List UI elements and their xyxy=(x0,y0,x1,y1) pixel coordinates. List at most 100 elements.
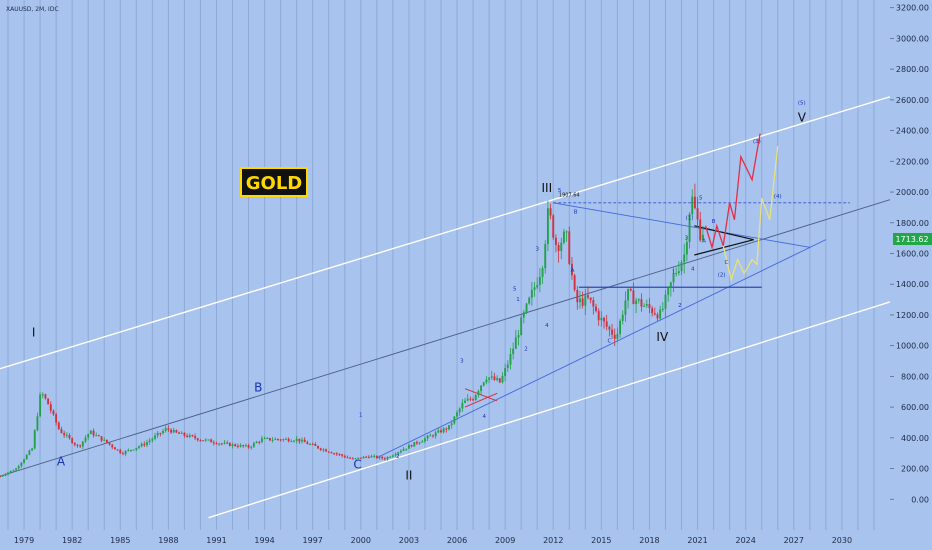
wave-label: 3 xyxy=(535,246,539,252)
wave-label: 2 xyxy=(678,303,682,309)
candle-body xyxy=(306,442,309,445)
candle-body xyxy=(696,208,699,220)
candle-body xyxy=(188,435,191,437)
candle-body xyxy=(156,432,159,436)
candle-body xyxy=(303,439,306,443)
candle-body xyxy=(533,287,536,290)
candle-body xyxy=(685,241,688,255)
candle-body xyxy=(4,474,7,476)
candle-body xyxy=(212,442,215,444)
wave-label: (5) xyxy=(798,100,806,106)
x-tick-label: 2018 xyxy=(639,536,659,545)
candle-body xyxy=(95,435,98,437)
candle-body xyxy=(311,444,314,446)
candle-body xyxy=(522,312,525,318)
candle-body xyxy=(36,416,39,431)
candle-body xyxy=(498,378,501,383)
candle-body xyxy=(701,234,704,241)
time-axis[interactable]: 1979 1982 1985 1988 1991 1994 1997 2000 2003 2006… xyxy=(0,530,932,550)
candle-body xyxy=(469,398,472,400)
candle-body xyxy=(196,438,199,441)
candle-body xyxy=(15,468,17,471)
y-tick-label: 2000.00 xyxy=(896,188,929,197)
candle-body xyxy=(691,196,694,215)
candle-body xyxy=(504,367,507,377)
candle-body xyxy=(517,335,520,338)
candle-body xyxy=(349,457,352,459)
y-tick-label: 200.00 xyxy=(901,465,929,474)
x-tick-label: 2006 xyxy=(447,536,467,545)
candle-body xyxy=(448,425,450,430)
candle-body xyxy=(119,449,122,454)
candle-body xyxy=(63,433,66,436)
candle-body xyxy=(31,448,34,451)
wave-label: II xyxy=(405,468,412,482)
wave-label: V xyxy=(798,110,807,124)
price-axis[interactable]: 0.00 200.00 400.00 600.00 800.00 1000.00 1200.… xyxy=(890,4,929,505)
candle-body xyxy=(71,438,74,444)
candle-body xyxy=(287,438,290,442)
candle-body xyxy=(271,439,274,441)
lower-channel-line xyxy=(208,301,891,519)
candle-body xyxy=(579,298,581,303)
candle-body xyxy=(362,456,365,459)
candle-body xyxy=(285,438,287,440)
candle-body xyxy=(116,449,119,451)
wave-label: 1 xyxy=(359,412,363,418)
candle-body xyxy=(688,214,691,242)
candle-body xyxy=(199,440,202,442)
candle-body xyxy=(442,428,445,433)
x-tick-label: 2021 xyxy=(687,536,707,545)
candle-body xyxy=(354,458,357,460)
candle-body xyxy=(89,430,92,434)
candle-body xyxy=(677,271,680,274)
wave-label: 4 xyxy=(545,323,549,329)
candle-body xyxy=(458,408,461,413)
candle-body xyxy=(298,438,301,442)
candle-body xyxy=(624,300,627,315)
candle-body xyxy=(277,438,279,440)
candle-body xyxy=(228,442,231,447)
candle-body xyxy=(60,429,63,434)
candle-body xyxy=(103,439,106,441)
candle-body xyxy=(405,448,408,450)
candle-body xyxy=(154,435,156,439)
candle-body xyxy=(28,450,31,455)
wave-label: 1 xyxy=(672,269,676,275)
x-tick-label: 2012 xyxy=(543,536,563,545)
vertical-grid xyxy=(7,0,875,530)
y-tick-label: 3200.00 xyxy=(896,4,929,13)
x-tick-label: 1991 xyxy=(206,536,226,545)
candle-body xyxy=(482,382,485,386)
candle-body xyxy=(391,455,394,457)
time-axis-band xyxy=(0,530,932,550)
wave-label: 5 xyxy=(513,286,517,292)
candle-body xyxy=(440,430,442,433)
candle-body xyxy=(637,299,640,301)
candle-body xyxy=(477,391,480,396)
y-tick-label: 1400.00 xyxy=(896,280,929,289)
candle-body xyxy=(432,435,434,437)
candle-body xyxy=(215,443,218,445)
candle-body xyxy=(667,287,670,295)
candle-body xyxy=(124,450,127,455)
candle-body xyxy=(589,297,592,301)
candle-body xyxy=(648,304,651,309)
x-tick-label: 1985 xyxy=(110,536,130,545)
candle-body xyxy=(226,442,229,444)
candle-body xyxy=(162,430,164,434)
y-tick-label: 3000.00 xyxy=(896,34,929,43)
candle-body xyxy=(536,284,539,288)
candle-body xyxy=(402,449,405,451)
candle-body xyxy=(407,445,410,449)
y-tick-label: 800.00 xyxy=(901,372,929,381)
candle-body xyxy=(47,398,50,405)
candle-body xyxy=(629,288,632,291)
candle-body xyxy=(210,439,213,443)
candle-body xyxy=(565,231,568,233)
wave-label: 2 xyxy=(396,454,400,460)
candle-body xyxy=(375,455,378,459)
wave-label: B xyxy=(254,381,262,395)
wave-label: C xyxy=(353,458,361,472)
